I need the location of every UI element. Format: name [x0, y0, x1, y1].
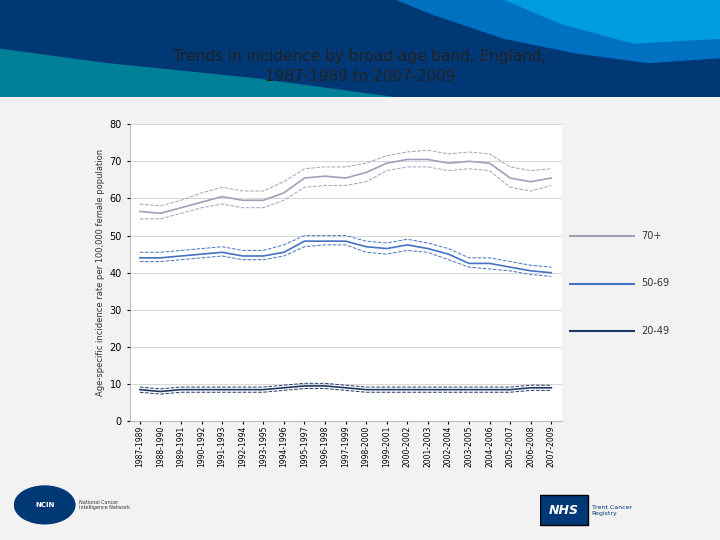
Text: 1987-1989 to 2007-2009: 1987-1989 to 2007-2009	[265, 69, 455, 84]
Polygon shape	[396, 0, 720, 63]
FancyBboxPatch shape	[540, 495, 588, 525]
Y-axis label: Age-specific incidence rate per 100,000 female population: Age-specific incidence rate per 100,000 …	[96, 149, 105, 396]
Text: Trent Cancer
Registry: Trent Cancer Registry	[592, 505, 632, 516]
FancyBboxPatch shape	[0, 0, 720, 97]
Text: Trends in incidence by broad age band, England,: Trends in incidence by broad age band, E…	[174, 49, 546, 64]
Text: NHS: NHS	[549, 504, 579, 517]
Text: 20-49: 20-49	[641, 326, 669, 336]
Circle shape	[14, 486, 75, 524]
Text: 50-69: 50-69	[641, 279, 669, 288]
Text: NCIN: NCIN	[35, 502, 54, 508]
Polygon shape	[0, 49, 396, 97]
Polygon shape	[504, 0, 720, 44]
Text: National Cancer
Intelligence Network: National Cancer Intelligence Network	[79, 500, 130, 510]
Text: 70+: 70+	[641, 231, 661, 241]
